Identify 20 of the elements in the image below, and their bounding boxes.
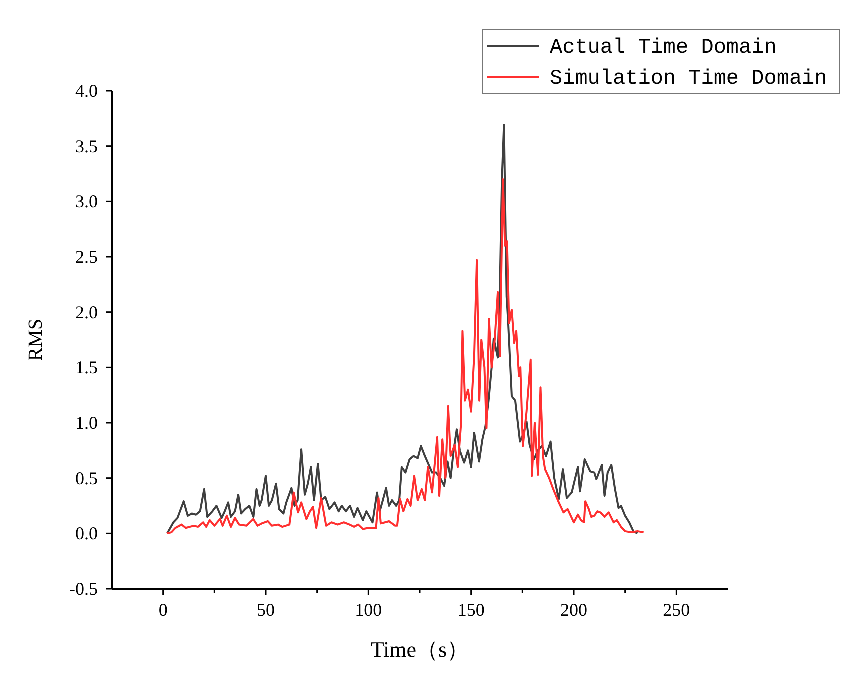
x-tick-label: 250 bbox=[663, 600, 690, 620]
y-tick-label: 0.0 bbox=[76, 524, 98, 544]
legend-label: Simulation Time Domain bbox=[550, 68, 828, 91]
y-tick-label: 4.0 bbox=[76, 81, 98, 101]
y-tick-label: 2.5 bbox=[76, 247, 98, 267]
y-tick-label: 3.5 bbox=[76, 136, 98, 156]
x-tick-label: 150 bbox=[458, 600, 485, 620]
x-tick-label: 100 bbox=[355, 600, 382, 620]
x-axis-title: Time（s） bbox=[370, 637, 470, 662]
y-tick-label: 0.5 bbox=[76, 468, 98, 488]
y-tick-label: -0.5 bbox=[70, 579, 98, 599]
x-tick-label: 0 bbox=[158, 600, 168, 620]
legend-label: Actual Time Domain bbox=[550, 37, 777, 60]
y-tick-label: 1.0 bbox=[76, 413, 98, 433]
y-tick-label: 2.0 bbox=[76, 302, 98, 322]
y-axis-title: RMS bbox=[25, 318, 47, 362]
x-tick-label: 200 bbox=[560, 600, 588, 620]
y-tick-label: 1.5 bbox=[76, 358, 98, 378]
y-tick-label: 3.0 bbox=[76, 192, 98, 212]
x-tick-label: 50 bbox=[257, 600, 275, 620]
